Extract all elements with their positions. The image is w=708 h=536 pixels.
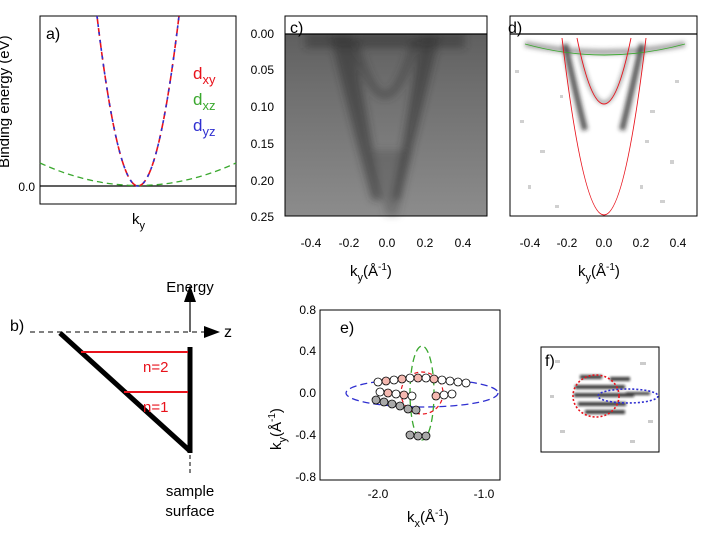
panel-c-bands [305, 34, 465, 215]
legend-dxz: dxz [193, 90, 215, 113]
panel-e-ytick: 0.8 [299, 303, 316, 317]
panel-d-frame [509, 15, 698, 217]
panel-b-label: b) [10, 318, 24, 335]
panel-f: f) [540, 346, 660, 453]
panel-d-dxz-fit [524, 43, 686, 56]
panel-c-label: c) [290, 20, 303, 37]
panel-c-ytick: 0.15 [251, 137, 275, 151]
dxz-curve [39, 162, 237, 187]
panel-c-xlabel: ky(Å-1) [350, 262, 392, 284]
panel-d: d) -0.4 -0.2 0.0 0.2 0.4 ky(Å-1) [508, 15, 698, 284]
panel-c-xtick: 0.0 [379, 236, 396, 250]
panel-e-ylabel: ky(Å-1) [267, 408, 289, 450]
panel-a: a) Binding energy (eV) 0.0 ky dxy dxz dy… [0, 15, 237, 232]
panel-f-label: f) [545, 353, 555, 370]
panel-d-xtick: 0.0 [596, 236, 613, 250]
panel-e-label: e) [340, 320, 354, 337]
level-n2-label: n=2 [143, 359, 168, 376]
panel-c-xtick: 0.4 [455, 236, 472, 250]
panel-a-xlabel: ky [132, 211, 146, 232]
panel-e: e) 0.8 0.4 0.0 -0.4 -0.8 [267, 303, 501, 530]
panel-c-xtick: -0.4 [301, 236, 322, 250]
panel-c-frame [284, 15, 488, 217]
z-label: z [224, 324, 232, 341]
panel-e-ytick: 0.4 [299, 344, 316, 358]
panel-b: b) n=2 n=1 Energy z sample surface [10, 279, 232, 520]
surface-label-2: surface [165, 503, 214, 520]
dyz-ellipse [345, 378, 499, 408]
panel-d-xtick: -0.4 [520, 236, 541, 250]
z-arrow-icon [204, 326, 220, 338]
panel-a-ylabel: Binding energy (eV) [0, 35, 13, 168]
panel-e-frame [319, 309, 501, 481]
panel-e-ytick: 0.0 [299, 386, 316, 400]
panel-d-outer-fit [561, 37, 647, 216]
panel-c: c) 0.00 0.05 0.10 0.15 0.20 0.25 -0.4 -0… [251, 15, 488, 284]
dxy-curve [96, 15, 180, 187]
panel-c-ytick: 0.20 [251, 174, 275, 188]
panel-d-xtick: -0.2 [557, 236, 578, 250]
energy-arrow-icon [184, 285, 196, 302]
panel-c-top-blank [285, 16, 487, 34]
panel-e-ytick: -0.4 [295, 428, 316, 442]
energy-label: Energy [166, 279, 214, 296]
panel-a-label: a) [46, 26, 60, 43]
panel-c-xtick: 0.2 [417, 236, 434, 250]
surface-label-1: sample [166, 483, 214, 500]
panel-c-ytick: 0.00 [251, 27, 275, 41]
panel-e-xtick: -2.0 [368, 487, 389, 501]
panel-d-label: d) [508, 20, 522, 37]
panel-c-xtick: -0.2 [339, 236, 360, 250]
panel-d-speckles [515, 70, 679, 208]
panel-a-frame [39, 15, 237, 205]
dyz-curve [96, 15, 180, 187]
legend-dyz: dyz [193, 116, 215, 139]
panel-e-yticks: 0.8 0.4 0.0 -0.4 -0.8 [295, 303, 316, 484]
panel-e-xtick: -1.0 [474, 487, 495, 501]
panel-e-points [371, 373, 471, 441]
level-n1-label: n=1 [143, 399, 168, 416]
panel-c-ytick: 0.05 [251, 63, 275, 77]
panel-c-xticks: -0.4 -0.2 0.0 0.2 0.4 [301, 236, 472, 250]
panel-f-red-circle [572, 374, 620, 418]
panel-d-xtick: 0.4 [670, 236, 687, 250]
panel-a-ytick: 0.0 [18, 180, 35, 194]
panel-d-xlabel: ky(Å-1) [578, 262, 620, 284]
panel-d-inner-fit [576, 37, 632, 105]
panel-d-bands [524, 41, 686, 131]
panel-d-xticks: -0.4 -0.2 0.0 0.2 0.4 [520, 236, 687, 250]
panel-c-ytick: 0.25 [251, 210, 275, 224]
panel-d-xtick: 0.2 [633, 236, 650, 250]
legend-dxy: dxy [193, 64, 216, 87]
panel-e-ytick: -0.8 [295, 470, 316, 484]
panel-e-xticks: -2.0 -1.0 [368, 487, 495, 501]
panel-c-yticks: 0.00 0.05 0.10 0.15 0.20 0.25 [251, 27, 275, 224]
panel-e-xlabel: kx(Å-1) [407, 508, 449, 530]
panel-f-image [550, 360, 653, 443]
panel-f-frame [540, 346, 660, 453]
panel-f-blue-ellipse [597, 388, 659, 404]
panel-c-ytick: 0.10 [251, 100, 275, 114]
